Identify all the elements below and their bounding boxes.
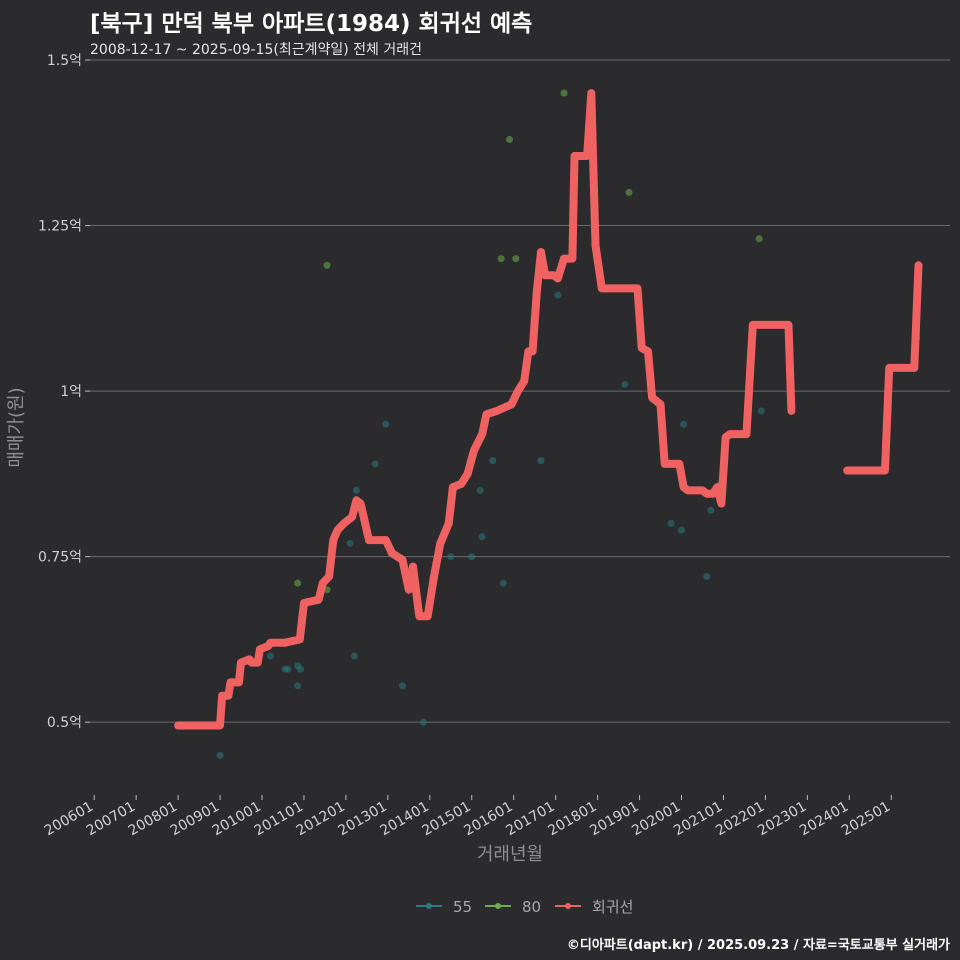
legend-label-regression: 회귀선 xyxy=(592,898,633,916)
point-55-3 xyxy=(284,665,292,673)
regression-line xyxy=(174,89,923,730)
y-tick-label-1: 0.75억 xyxy=(38,550,82,566)
regression-segment-0 xyxy=(174,89,796,730)
point-55-15 xyxy=(468,553,476,561)
point-80-4 xyxy=(506,135,514,143)
legend-label-80: 80 xyxy=(522,898,541,916)
point-55-14 xyxy=(447,553,455,561)
y-tick-label-0: 0.5억 xyxy=(47,715,82,731)
grid-lines xyxy=(90,59,950,723)
y-axis: 0.5억 0.75억 1억 1.25억 1.5억 xyxy=(38,53,90,731)
point-55-11 xyxy=(382,420,390,428)
y-tick-label-3: 1.25억 xyxy=(38,219,82,235)
point-55-19 xyxy=(499,579,507,587)
regression-segment-1 xyxy=(843,261,923,475)
x-axis-title: 거래년월 xyxy=(477,844,543,865)
series-55-points xyxy=(216,291,765,759)
legend-label-55: 55 xyxy=(453,898,472,916)
point-55-10 xyxy=(371,460,379,468)
point-80-6 xyxy=(560,89,568,97)
point-55-20 xyxy=(537,457,545,465)
legend-item-80[interactable]: 80 xyxy=(485,898,541,916)
y-tick-label-2: 1억 xyxy=(60,384,82,400)
legend-dot-regression xyxy=(565,903,571,909)
series-80-points xyxy=(294,89,920,594)
point-55-7 xyxy=(346,539,354,547)
point-55-16 xyxy=(476,486,484,494)
point-55-18 xyxy=(489,457,497,465)
x-axis: 2006012007012008012009012010012011012012… xyxy=(42,795,893,839)
legend-item-regression[interactable]: 회귀선 xyxy=(555,898,633,916)
point-55-26 xyxy=(703,572,711,580)
point-55-21 xyxy=(554,291,562,299)
point-80-0 xyxy=(294,579,302,587)
point-55-8 xyxy=(350,652,358,660)
point-55-27 xyxy=(707,506,715,514)
point-55-12 xyxy=(399,682,407,690)
point-80-1 xyxy=(323,261,331,269)
point-55-0 xyxy=(216,751,224,759)
point-55-24 xyxy=(678,526,686,534)
legend-dot-55 xyxy=(426,903,432,909)
legend: 55 80 회귀선 xyxy=(416,898,633,916)
chart-subtitle: 2008-12-17 ~ 2025-09-15(최근계약일) 전체 거래건 xyxy=(90,42,422,58)
x-tick-label-19: 202501 xyxy=(839,799,893,840)
point-55-25 xyxy=(680,420,688,428)
source-caption: ©디아파트(dapt.kr) / 2025.09.23 / 자료=국토교통부 실… xyxy=(566,938,950,953)
point-55-29 xyxy=(757,407,765,415)
point-55-9 xyxy=(352,486,360,494)
y-axis-title: 매매가(원) xyxy=(6,387,27,467)
point-55-1 xyxy=(266,652,274,660)
point-80-8 xyxy=(755,235,763,243)
point-80-5 xyxy=(512,255,520,263)
point-55-6 xyxy=(297,665,305,673)
point-55-17 xyxy=(478,533,486,541)
chart-title: [북구] 만덕 북부 아파트(1984) 회귀선 예측 xyxy=(90,11,533,37)
point-55-13 xyxy=(420,718,428,726)
point-55-23 xyxy=(667,520,675,528)
legend-dot-80 xyxy=(495,903,501,909)
point-55-22 xyxy=(621,380,629,388)
point-80-3 xyxy=(497,255,505,263)
y-tick-label-4: 1.5억 xyxy=(47,53,82,69)
legend-item-55[interactable]: 55 xyxy=(416,898,472,916)
point-80-7 xyxy=(625,188,633,196)
point-55-5 xyxy=(294,682,302,690)
